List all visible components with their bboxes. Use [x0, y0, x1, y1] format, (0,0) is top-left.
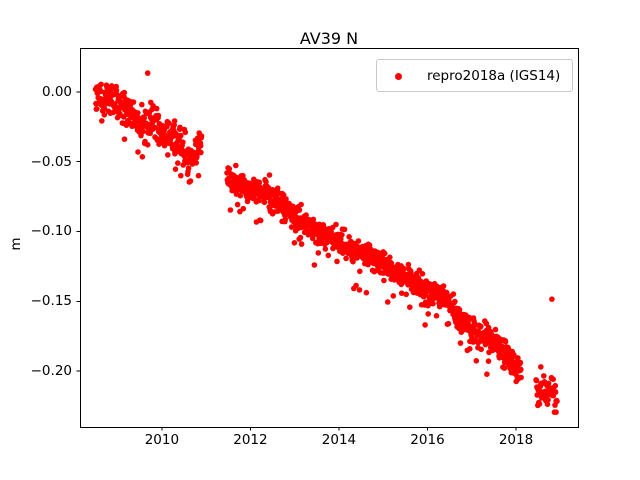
- x-tick-label: 2018: [498, 432, 534, 448]
- chart-title: AV39 N: [299, 29, 359, 48]
- y-tick-label: −0.10: [30, 223, 72, 240]
- x-tick-label: 2010: [144, 432, 180, 448]
- y-axis-label: m: [8, 237, 24, 251]
- x-tick-label: 2016: [410, 432, 445, 448]
- legend-dot-icon: [395, 73, 402, 80]
- legend-label: repro2018a (IGS14): [427, 68, 561, 84]
- x-tick-label: 2012: [233, 432, 268, 448]
- y-tick-label: −0.05: [30, 153, 72, 170]
- x-tick-label: 2014: [321, 432, 357, 448]
- y-tick-label: −0.20: [30, 363, 72, 380]
- y-tick-label: −0.15: [30, 293, 72, 310]
- legend: repro2018a (IGS14): [376, 59, 573, 92]
- y-tick-label: 0.00: [41, 83, 72, 100]
- scatter-points: [92, 70, 560, 416]
- axes-spines: [80, 48, 579, 428]
